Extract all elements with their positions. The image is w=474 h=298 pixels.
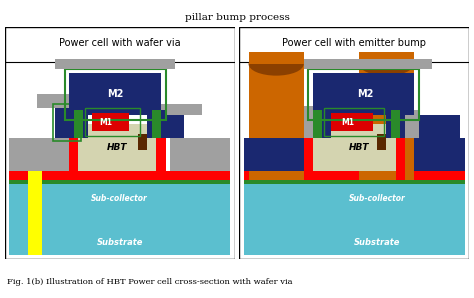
Bar	[9, 180, 230, 184]
Bar	[9, 213, 230, 254]
Bar	[244, 138, 304, 171]
Bar	[73, 111, 83, 138]
Bar	[9, 171, 230, 180]
Bar	[55, 106, 78, 138]
Bar	[244, 213, 465, 254]
Bar	[69, 111, 88, 138]
Bar	[152, 111, 161, 138]
Bar	[69, 73, 161, 115]
Bar	[248, 52, 304, 64]
Text: pillar bump process: pillar bump process	[184, 13, 290, 22]
Bar	[64, 69, 165, 120]
Bar	[9, 138, 73, 171]
Bar	[313, 111, 322, 138]
Bar	[85, 108, 140, 136]
Text: Power cell with emitter bump: Power cell with emitter bump	[283, 38, 426, 48]
Bar	[138, 134, 147, 150]
Bar	[331, 113, 373, 131]
Bar	[244, 171, 465, 180]
Bar	[78, 125, 156, 171]
Bar	[244, 180, 465, 184]
Text: HBT: HBT	[349, 143, 369, 152]
Text: M2: M2	[357, 89, 374, 99]
Bar	[69, 138, 78, 180]
Bar	[308, 69, 419, 120]
Bar	[304, 59, 432, 69]
Bar	[324, 108, 384, 136]
Bar	[9, 183, 230, 213]
Bar	[244, 138, 304, 171]
Text: M1: M1	[100, 118, 112, 127]
Bar	[313, 111, 331, 138]
Text: Power cell with wafer via: Power cell with wafer via	[59, 38, 181, 48]
Bar	[386, 111, 405, 138]
Bar	[55, 59, 175, 69]
Bar	[313, 73, 414, 115]
Text: Fig. 1(b) Illustration of HBT Power cell cross-section with wafer via: Fig. 1(b) Illustration of HBT Power cell…	[7, 278, 292, 286]
Bar	[92, 113, 129, 131]
Text: Sub-collector: Sub-collector	[349, 194, 406, 203]
Bar	[161, 103, 202, 115]
Text: Substrate: Substrate	[354, 238, 401, 248]
Bar	[359, 52, 414, 64]
Bar	[147, 111, 165, 138]
Bar	[161, 115, 184, 138]
Bar	[419, 115, 460, 138]
Text: M2: M2	[107, 89, 123, 99]
Bar	[414, 138, 465, 171]
Text: HBT: HBT	[107, 143, 128, 152]
Bar	[170, 138, 230, 171]
Bar	[313, 125, 396, 171]
Bar	[37, 94, 83, 108]
Bar	[396, 138, 405, 180]
Bar	[396, 111, 419, 138]
Bar	[156, 138, 166, 180]
Text: Sub-collector: Sub-collector	[91, 194, 148, 203]
Bar	[244, 183, 465, 213]
Bar	[410, 138, 465, 171]
Ellipse shape	[359, 52, 414, 76]
Bar	[304, 106, 313, 138]
Bar	[27, 171, 42, 254]
Bar	[248, 64, 304, 180]
Text: Substrate: Substrate	[97, 238, 143, 248]
Bar	[377, 134, 386, 150]
Bar	[53, 103, 81, 141]
Bar	[304, 138, 313, 180]
Bar	[391, 111, 400, 138]
Ellipse shape	[248, 52, 304, 76]
Bar	[359, 64, 414, 180]
Text: M1: M1	[341, 118, 354, 127]
